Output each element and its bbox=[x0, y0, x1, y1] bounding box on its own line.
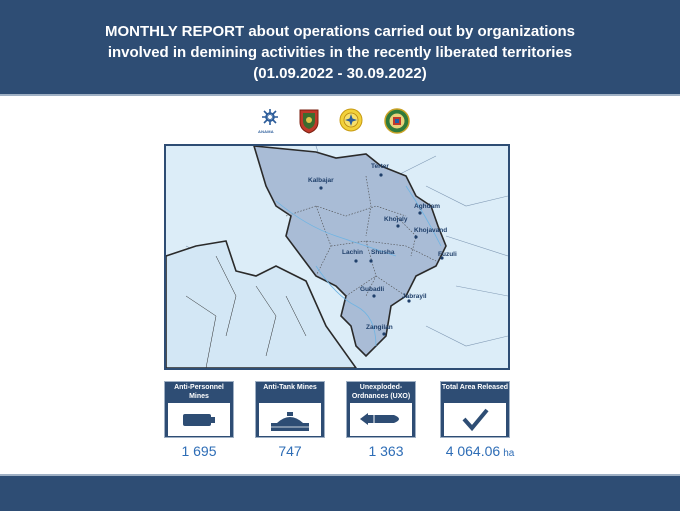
city-gubadli: Gubadli bbox=[360, 286, 384, 293]
header-line-2: involved in demining activities in the r… bbox=[107, 44, 573, 61]
stat-value-uxo: 1 363 bbox=[368, 443, 404, 459]
city-zangilan: Zangilan bbox=[366, 324, 393, 331]
report-header: MONTHLY REPORT about operations carried … bbox=[0, 0, 680, 96]
city-khojavand: Khojavand bbox=[414, 227, 447, 234]
checkmark-icon bbox=[444, 403, 506, 436]
total-area-unit: ha bbox=[503, 448, 515, 459]
emergency-ministry-logo bbox=[339, 108, 363, 137]
stat-label: Anti-Tank Mines bbox=[263, 384, 317, 391]
stat-card-uxo: Unexploded-Ordnances (UXO) bbox=[346, 381, 416, 438]
stat-label: Anti-Personnel Mines bbox=[174, 384, 224, 400]
logos-row: ANAMA bbox=[0, 108, 680, 138]
anti-tank-mine-icon bbox=[259, 403, 321, 436]
stat-card-anti-tank: Anti-Tank Mines bbox=[255, 381, 325, 438]
city-fuzuli: Fuzuli bbox=[438, 251, 457, 258]
header-title-rest: about operations carried out by organiza… bbox=[244, 23, 576, 40]
border-service-logo bbox=[384, 108, 410, 139]
stat-value-anti-personnel: 1 695 bbox=[181, 443, 217, 459]
anama-logo: ANAMA bbox=[258, 108, 282, 143]
stat-value-anti-tank: 747 bbox=[278, 443, 302, 459]
header-title-bold: MONTHLY REPORT bbox=[104, 23, 245, 40]
report-footer bbox=[0, 474, 680, 511]
city-terter: Terter bbox=[371, 163, 389, 170]
city-jabrayil: Jabrayil bbox=[402, 293, 427, 300]
liberated-territories-map: Terter Kalbajar Aghdam Khojaly Khojavand… bbox=[164, 144, 510, 370]
stat-label: Total Area Released bbox=[441, 384, 509, 391]
city-aghdam: Aghdam bbox=[414, 203, 440, 210]
city-khojaly: Khojaly bbox=[384, 216, 408, 223]
stat-value-total-area: 4 064.06 ha bbox=[430, 443, 530, 459]
bomb-icon bbox=[350, 403, 412, 436]
stat-label: Unexploded-Ordnances (UXO) bbox=[351, 384, 411, 400]
anama-logo-caption: ANAMA bbox=[258, 129, 274, 134]
header-line-3: (01.09.2022 - 30.09.2022) bbox=[253, 65, 427, 82]
city-shusha: Shusha bbox=[371, 249, 395, 256]
battery-mine-icon bbox=[168, 403, 230, 436]
stat-card-anti-personnel: Anti-Personnel Mines bbox=[164, 381, 234, 438]
army-shield-logo bbox=[298, 108, 320, 139]
city-kalbajar: Kalbajar bbox=[308, 177, 334, 184]
total-area-number: 4 064.06 bbox=[445, 443, 501, 459]
stat-card-total-area: Total Area Released bbox=[440, 381, 510, 438]
header-line-1: MONTHLY REPORT about operations carried … bbox=[0, 21, 680, 42]
city-lachin: Lachin bbox=[342, 249, 363, 256]
